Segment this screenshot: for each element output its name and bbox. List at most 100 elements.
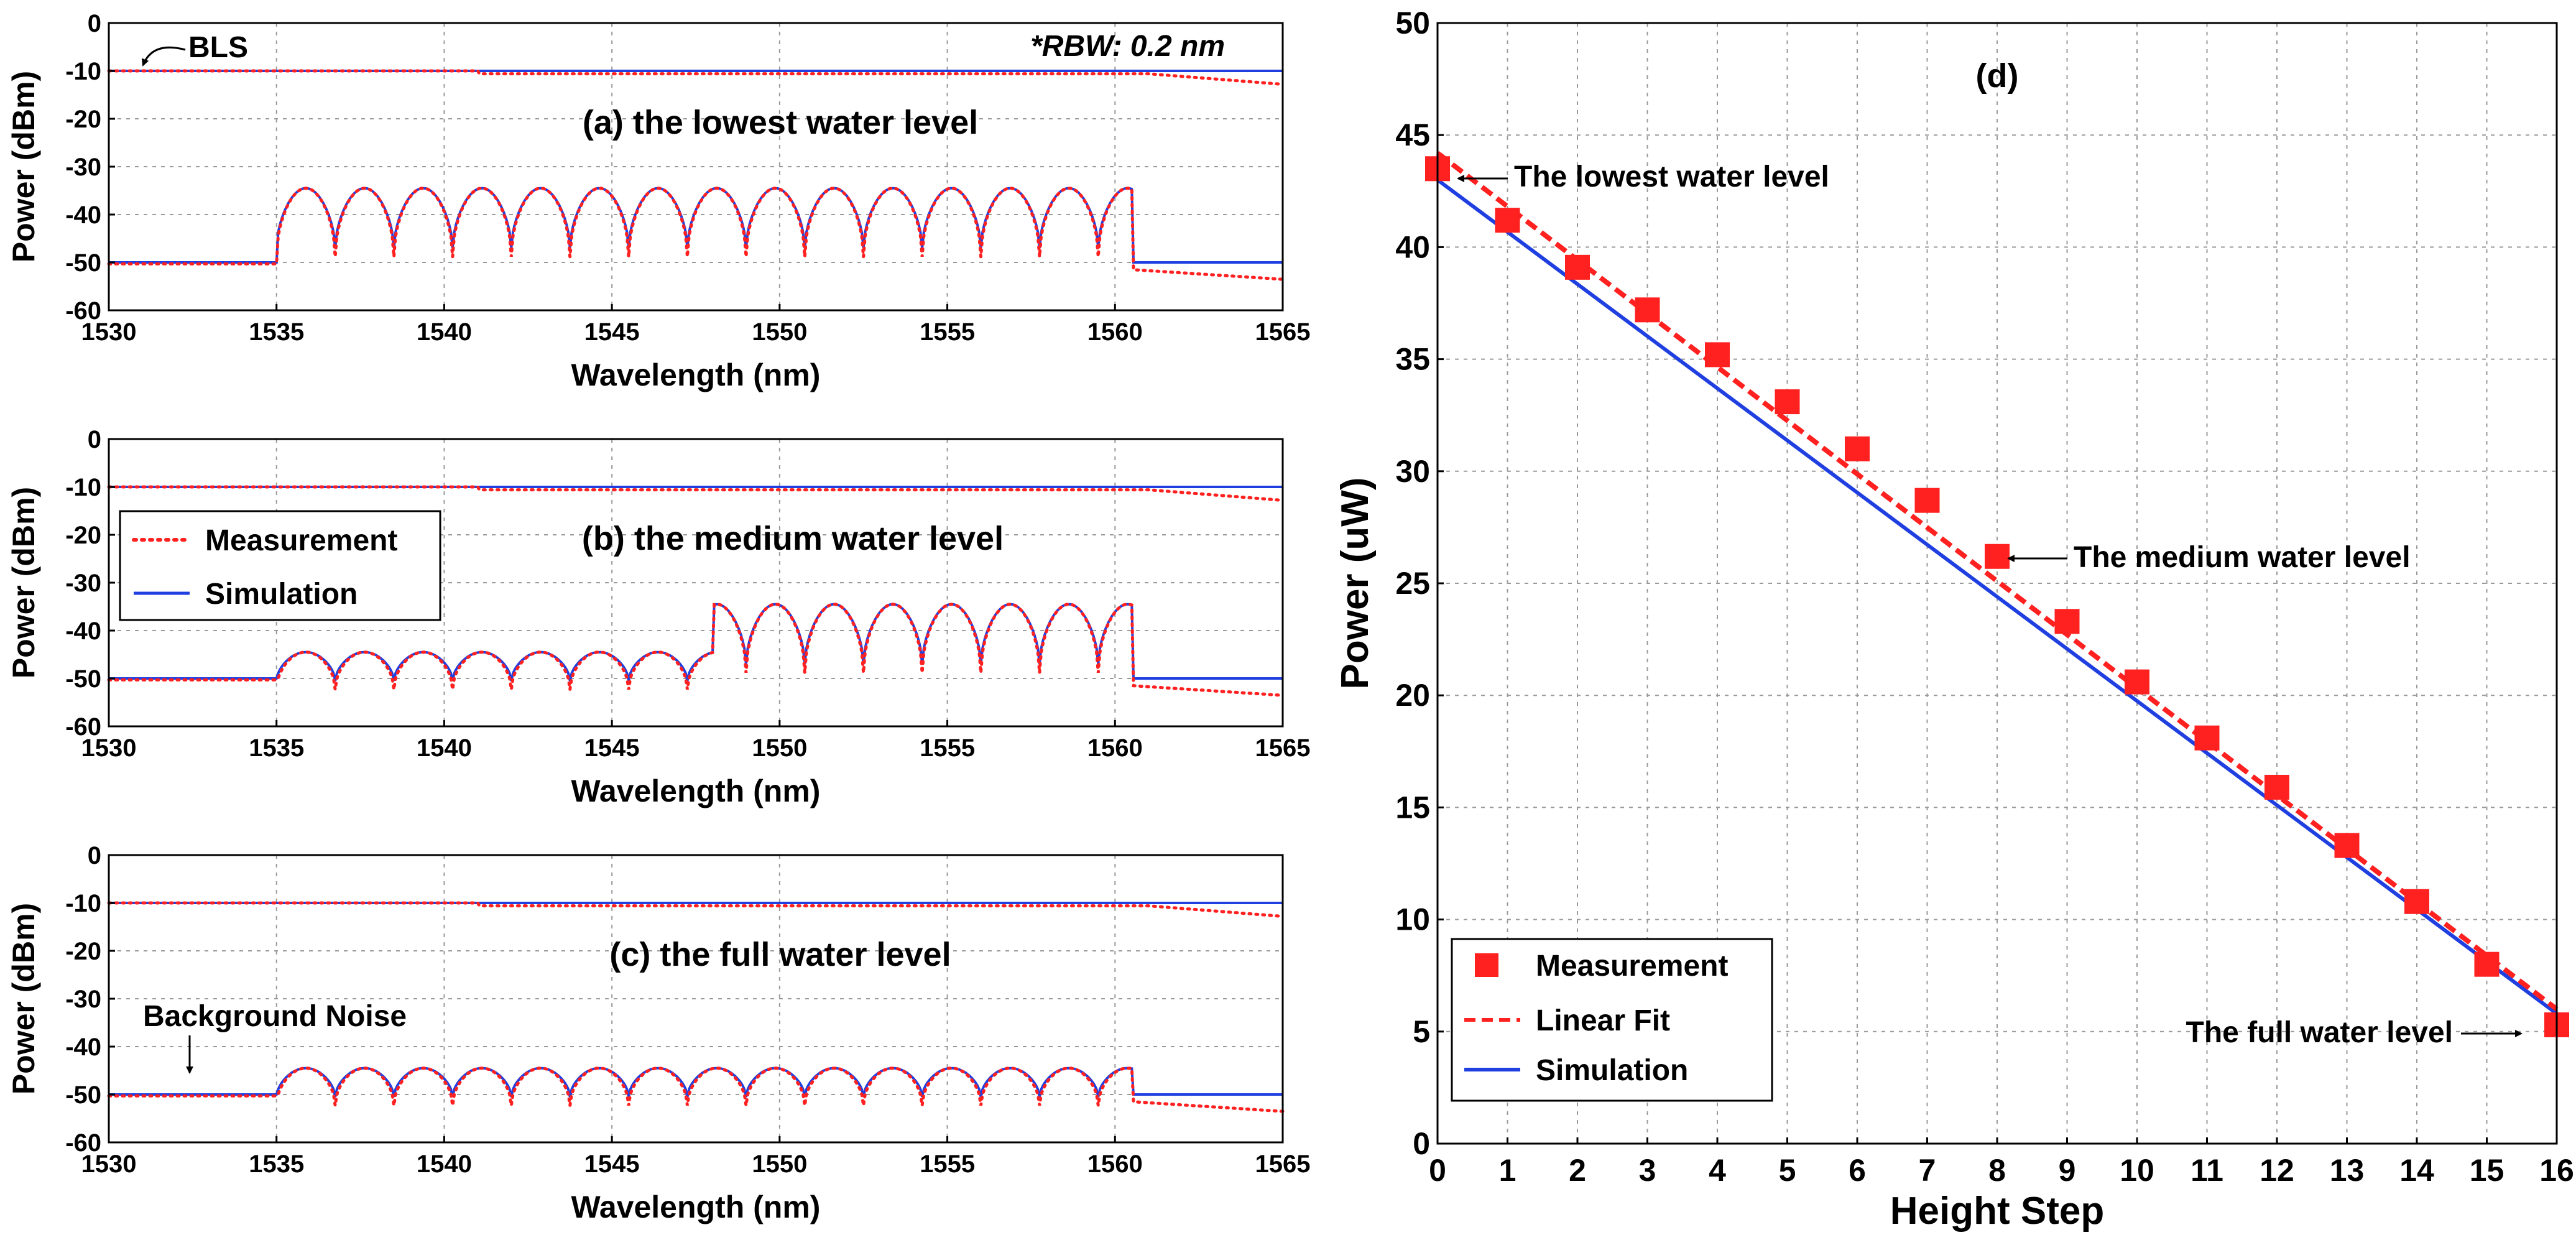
- y-tick-label: 45: [1395, 118, 1430, 152]
- y-tick-label: -30: [65, 570, 101, 597]
- y-tick-label: 50: [1395, 6, 1430, 40]
- x-tick-label: 1560: [1087, 1150, 1143, 1178]
- legend-d-linear-fit-label: Linear Fit: [1536, 1004, 1670, 1037]
- x-tick-label: 5: [1779, 1153, 1796, 1188]
- bls-label: BLS: [188, 31, 248, 64]
- x-tick-label: 1530: [81, 734, 137, 762]
- panel-c-full-water-level: 1530 1535 1540 1545 1550 1555 1560 1565 0 -10 -20…: [6, 842, 1310, 1224]
- y-tick-label: -20: [65, 938, 101, 965]
- y-tick-label: -50: [65, 1081, 101, 1109]
- simulation-signal-line: [109, 187, 1283, 264]
- measurement-bls-line: [107, 485, 1285, 502]
- panel-a-y-ticks: 0 -10 -20 -30 -40 -50 -60: [65, 10, 115, 325]
- panel-d-y-ticks: 0 5 10 15 20 25 30 35 40 45 50: [1395, 6, 1444, 1161]
- panel-d-y-label: Power (uW): [1334, 478, 1377, 690]
- y-tick-label: -20: [65, 106, 101, 133]
- x-tick-label: 1550: [752, 734, 807, 762]
- panel-b-legend-box: [119, 510, 441, 621]
- x-tick-label: 6: [1849, 1153, 1866, 1188]
- panel-c-x-ticks: 1530 1535 1540 1545 1550 1555 1560 1565: [81, 1136, 1311, 1178]
- background-noise-label: Background Noise: [143, 1000, 407, 1033]
- rbw-label: *RBW: 0.2 nm: [1030, 30, 1225, 63]
- measurement-signal-line: [107, 187, 1285, 281]
- x-tick-label: 4: [1709, 1153, 1726, 1188]
- x-tick-label: 1555: [920, 734, 975, 762]
- y-tick-label: 10: [1395, 902, 1430, 937]
- legend-measurement-label: Measurement: [205, 524, 397, 557]
- x-tick-label: 3: [1639, 1153, 1656, 1188]
- x-tick-label: 1555: [920, 1150, 975, 1178]
- y-tick-label: -50: [65, 665, 101, 693]
- measurement-signal-line: [107, 1066, 1285, 1113]
- panel-a-y-label: Power (dBm): [6, 71, 41, 262]
- x-tick-label: 1535: [249, 318, 304, 346]
- x-tick-label: 1560: [1087, 734, 1143, 762]
- measurement-point: [1914, 488, 1940, 513]
- x-tick-label: 1530: [81, 318, 137, 346]
- y-tick-label: -30: [65, 986, 101, 1013]
- panel-d-series: [1425, 150, 2569, 1037]
- y-tick-label: -30: [65, 154, 101, 181]
- x-tick-label: 14: [2399, 1153, 2434, 1188]
- measurement-point: [2474, 951, 2500, 977]
- x-tick-label: 11: [2191, 1153, 2223, 1188]
- measurement-point: [2404, 889, 2429, 914]
- measurement-bls-line: [107, 901, 1285, 918]
- legend-d-simulation-label: Simulation: [1536, 1054, 1688, 1087]
- y-tick-label: 0: [88, 426, 101, 453]
- y-tick-label: 0: [1413, 1126, 1430, 1161]
- panel-b-title: (b) the medium water level: [582, 520, 1004, 557]
- x-tick-label: 1565: [1255, 734, 1311, 762]
- panel-d-x-label: Height Step: [1890, 1190, 2104, 1233]
- y-tick-label: 40: [1395, 229, 1430, 264]
- measurement-point: [1845, 436, 1870, 461]
- y-tick-label: -60: [65, 713, 101, 741]
- y-tick-label: -10: [65, 890, 101, 917]
- y-tick-label: -60: [65, 297, 101, 325]
- legend-d-measurement-marker: [1475, 953, 1498, 977]
- x-tick-label: 1565: [1255, 1150, 1311, 1178]
- panel-d-power-vs-height: 0 1 2 3 4 5 6 7 8 9 10 11 12 13 14 15 16 051015202530354…: [1334, 6, 2574, 1233]
- panel-b-medium-water-level: 1530 1535 1540 1545 1550 1555 1560 1565 0 -10 -20…: [6, 426, 1310, 808]
- panel-c-series: [107, 901, 1285, 1113]
- panel-b-y-ticks: 0 -10 -20 -30 -40 -50 -60: [65, 426, 115, 741]
- y-tick-label: 20: [1395, 678, 1430, 713]
- x-tick-label: 16: [2539, 1153, 2574, 1188]
- y-tick-label: -60: [65, 1129, 101, 1157]
- measurement-point: [1775, 389, 1800, 415]
- panel-d-legend: Measurement Linear Fit Simulation: [1451, 938, 1773, 1102]
- measurement-point: [2264, 774, 2289, 800]
- legend-simulation-label: Simulation: [205, 578, 358, 611]
- y-tick-label: 15: [1395, 790, 1430, 825]
- panel-b-y-label: Power (dBm): [6, 487, 41, 678]
- measurement-point: [2054, 609, 2080, 634]
- y-tick-label: 0: [88, 10, 101, 37]
- panel-a-series: [107, 69, 1285, 281]
- x-tick-label: 7: [1919, 1153, 1936, 1188]
- panel-a-grid: [109, 23, 1283, 310]
- measurement-point: [1565, 254, 1590, 280]
- measurement-signal-line: [107, 603, 1285, 697]
- x-tick-label: 1535: [249, 734, 304, 762]
- y-tick-label: -40: [65, 201, 101, 229]
- x-tick-label: 15: [2470, 1153, 2504, 1188]
- y-tick-label: -10: [65, 58, 101, 85]
- y-tick-label: 30: [1395, 454, 1430, 489]
- x-tick-label: 0: [1429, 1153, 1446, 1188]
- measurement-point: [2194, 725, 2220, 751]
- measurement-point: [1495, 208, 1520, 233]
- x-tick-label: 8: [1988, 1153, 2006, 1188]
- y-tick-label: -20: [65, 522, 101, 549]
- panel-b-legend: Measurement Simulation: [119, 510, 441, 621]
- y-tick-label: 35: [1395, 342, 1430, 377]
- x-tick-label: 1545: [584, 734, 640, 762]
- legend-d-measurement-label: Measurement: [1536, 950, 1728, 983]
- panel-b-x-ticks: 1530 1535 1540 1545 1550 1555 1560 1565: [81, 720, 1311, 762]
- medium-level-annotation: The medium water level: [2074, 541, 2411, 574]
- panel-c-y-ticks: 0 -10 -20 -30 -40 -50 -60: [65, 842, 115, 1157]
- x-tick-label: 2: [1569, 1153, 1586, 1188]
- x-tick-label: 1560: [1087, 318, 1143, 346]
- y-tick-label: -40: [65, 618, 101, 645]
- full-level-annotation: The full water level: [2186, 1016, 2453, 1049]
- x-tick-label: 1540: [417, 734, 472, 762]
